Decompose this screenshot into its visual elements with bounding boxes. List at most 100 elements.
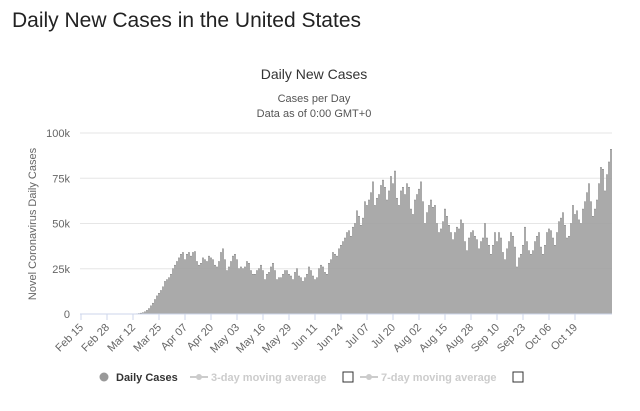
bar [238,268,240,315]
3-day-marker-icon [196,374,202,380]
bar [322,266,324,315]
bar [568,235,570,315]
chart-title: Daily New Cases [261,66,368,82]
bar [214,264,216,315]
y-axis: 0 25k 50k 75k 100k [46,128,70,321]
bar [264,279,266,315]
legend-item-daily-cases[interactable]: Daily Cases [99,372,178,384]
bar [280,277,282,315]
bar [504,259,506,315]
bar [278,277,280,315]
bar [458,228,460,315]
bar [434,205,436,315]
x-tick-label: Mar 12 [105,322,138,355]
bar [166,279,168,315]
bar [558,221,560,315]
chart-subtitle-date: Data as of 0:00 GMT+0 [257,108,372,120]
bar [262,270,264,315]
bar [158,293,160,315]
bar [312,275,314,315]
bar [514,246,516,315]
bar [292,279,294,315]
bar [352,226,354,315]
bar [590,201,592,315]
bar [348,230,350,315]
bar [562,212,564,315]
bar [374,205,376,315]
bar [250,270,252,315]
bar [232,255,234,315]
bar [572,205,574,315]
bar [406,183,408,315]
bar [610,149,612,315]
bar [362,217,364,315]
7-day-marker-icon [366,374,372,380]
bar [162,286,164,315]
bar [286,270,288,315]
bar [394,170,396,315]
bar [332,252,334,315]
bar [302,281,304,315]
bar [544,245,546,315]
bar [310,270,312,315]
bar [272,263,274,315]
x-tick-label: Sep 23 [495,322,528,355]
bar [288,274,290,315]
bar [472,230,474,315]
bar [344,237,346,315]
bar [306,274,308,315]
bar [160,290,162,315]
bar [506,248,508,315]
3-day-average-checkbox[interactable] [342,371,354,383]
y-tick-label: 50k [52,219,70,231]
bar [204,259,206,315]
bar [234,254,236,315]
bar [548,228,550,315]
bar [314,279,316,315]
bar [596,199,598,315]
bar [470,232,472,315]
bar [358,216,360,315]
bar [252,274,254,315]
legend-label-daily-cases: Daily Cases [116,372,178,384]
legend-item-7-day-average[interactable]: 7-day moving average [360,372,497,384]
bar [206,261,208,315]
bar [300,277,302,315]
legend-item-3-day-average[interactable]: 3-day moving average [190,372,327,384]
bar [324,272,326,315]
bar [578,219,580,315]
bar [190,255,192,315]
bar [284,270,286,315]
bar [418,188,420,315]
bar [296,268,298,315]
bar [482,237,484,315]
bar [334,254,336,315]
bar [510,232,512,315]
bar [216,266,218,315]
bar [422,201,424,315]
bar [240,266,242,315]
bar [208,255,210,315]
bar [474,235,476,315]
bar [456,226,458,315]
bar [404,194,406,315]
bar [452,239,454,315]
bar [436,223,438,315]
bar [416,194,418,315]
bar [554,245,556,315]
7-day-average-checkbox[interactable] [512,371,524,383]
bar [200,263,202,315]
bar [476,239,478,315]
bar [236,259,238,315]
bar [242,268,244,315]
bar [230,261,232,315]
bar [570,223,572,315]
bar [584,201,586,315]
bar [146,310,148,315]
x-tick-label: Feb 28 [79,322,112,355]
bar [542,254,544,315]
bar [576,210,578,315]
bar [276,279,278,315]
bar [606,174,608,315]
